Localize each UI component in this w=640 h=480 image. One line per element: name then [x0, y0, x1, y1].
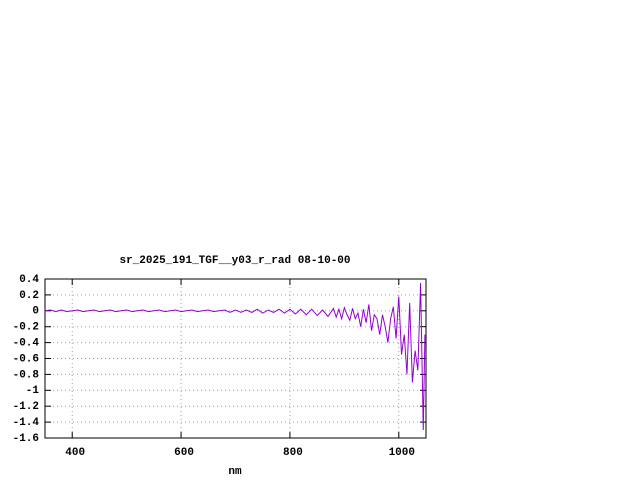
- y-tick-label: -1.2: [13, 401, 39, 413]
- data-line: [44, 282, 426, 431]
- chart-title: sr_2025_191_TGF__y03_r_rad 08-10-00: [119, 255, 350, 267]
- x-tick-label: 600: [174, 447, 194, 459]
- y-tick-label: -0.2: [13, 322, 39, 334]
- y-tick-label: -1.4: [13, 417, 40, 429]
- y-tick-label: 0.2: [19, 290, 39, 302]
- y-tick-label: 0.4: [19, 274, 39, 286]
- x-tick-label: 1000: [389, 447, 415, 459]
- y-tick-label: 0: [32, 306, 39, 318]
- y-tick-label: -0.6: [13, 353, 39, 365]
- y-tick-label: -0.8: [13, 369, 40, 381]
- y-tick-label: -1.6: [13, 433, 39, 445]
- y-tick-label: -1: [26, 385, 40, 397]
- x-axis-label: nm: [228, 466, 242, 478]
- plot-frame: [44, 278, 427, 439]
- y-tick-label: -0.4: [13, 338, 40, 350]
- x-tick-label: 800: [283, 447, 303, 459]
- x-tick-label: 400: [65, 447, 85, 459]
